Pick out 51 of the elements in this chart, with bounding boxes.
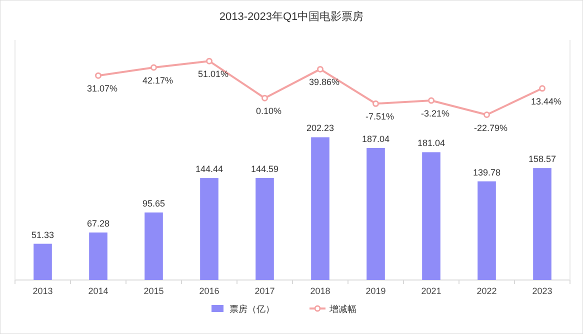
data-label: -7.51% [365,112,394,122]
bar [422,152,440,280]
legend-label: 增减幅 [328,304,356,314]
point [428,97,434,104]
point [484,112,490,118]
x-tick-label: 2016 [199,286,220,296]
x-tick-label: 2019 [366,286,386,296]
data-label: 42.17% [142,76,174,86]
data-label: 187.04 [362,134,390,144]
bar [144,212,163,280]
x-tick-label: 2014 [88,286,108,296]
bar [366,148,385,280]
data-label: 144.59 [250,164,279,174]
bar [533,168,552,280]
data-label: 0.10% [256,106,282,116]
x-tick-label: 2015 [144,286,164,296]
data-label: 139.78 [472,167,501,178]
x-tick-label: 2021 [421,286,442,296]
bar [89,232,108,280]
point [206,58,212,64]
data-label: 31.07% [86,84,118,94]
x-tick-label: 2023 [532,286,552,296]
bar [34,244,52,280]
data-label: 202.23 [306,123,334,134]
x-tick-label: 2022 [476,286,497,296]
point [150,64,157,71]
bar [200,178,218,280]
point [372,100,379,107]
data-label: 158.57 [528,154,556,164]
point [95,72,102,79]
bar [478,181,496,280]
data-label: 51.33 [31,230,54,240]
x-tick-label: 2017 [254,286,275,296]
x-tick-label: 2018 [310,286,330,296]
point [262,94,268,102]
data-label: 13.44% [530,96,562,106]
bar [311,137,330,280]
data-label: 67.28 [86,218,110,229]
bar [256,178,274,280]
x-tick-label: 2013 [32,286,53,296]
data-label: 39.86% [308,77,340,88]
data-label: 181.04 [417,138,446,148]
chart-title: 2013-2023年Q1中国电影票房 [219,10,364,23]
data-label: -22.79% [474,122,508,133]
point [539,85,546,92]
data-label: -3.21% [420,108,450,119]
point [317,66,324,72]
legend-label: 票房（亿） [230,304,274,314]
data-label: 51.01% [198,69,229,80]
data-label: 95.65 [142,198,166,208]
data-label: 144.44 [195,164,224,174]
